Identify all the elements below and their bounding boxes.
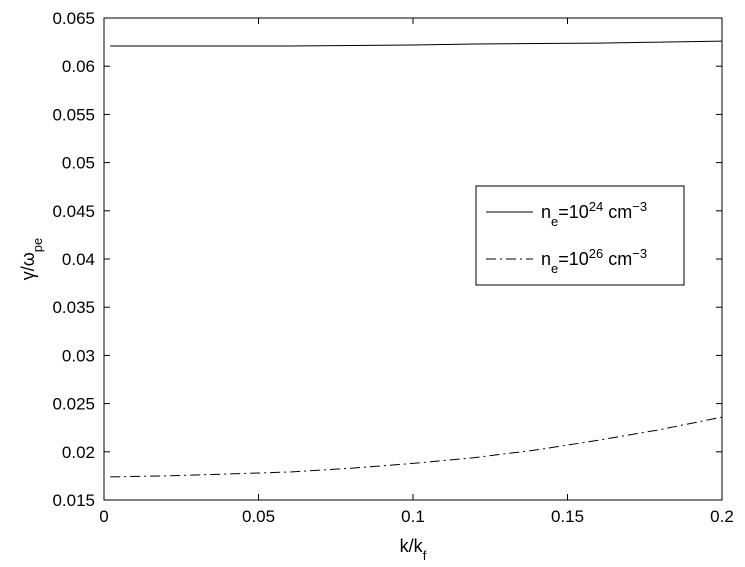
x-tick-label: 0.1 [401, 507, 425, 526]
legend-box [475, 185, 685, 286]
ticks: 0 0.05 0.1 0.15 0.2 0.015 0.02 0.025 0.03 0.035 0.… [52, 9, 733, 526]
y-tick-label: 0.02 [62, 443, 95, 462]
y-tick-label: 0.04 [62, 250, 95, 269]
y-axis-label: γ/ωpe [18, 238, 45, 281]
legend: ne=1024 cm−3 ne=1026 cm−3 [486, 199, 647, 276]
legend-label-1: ne=1024 cm−3 [541, 199, 647, 229]
x-tick-label: 0.2 [710, 507, 734, 526]
x-tick-label: 0.05 [242, 507, 275, 526]
x-tick-label: 0.15 [551, 507, 584, 526]
x-tick-label: 0 [99, 507, 108, 526]
legend-label-2: ne=1026 cm−3 [541, 246, 647, 276]
series-lines [110, 40, 723, 478]
x-axis-label: k/kf [400, 536, 427, 563]
y-tick-label: 0.06 [62, 57, 95, 76]
series-line-2 [110, 416, 723, 478]
y-tick-label: 0.05 [62, 154, 95, 173]
y-tick-label: 0.015 [52, 491, 95, 510]
y-tick-label: 0.065 [52, 9, 95, 28]
y-tick-label: 0.03 [62, 346, 95, 365]
series-line-1 [110, 40, 723, 47]
y-tick-label: 0.045 [52, 202, 95, 221]
y-tick-label: 0.055 [52, 105, 95, 124]
y-tick-label: 0.025 [52, 395, 95, 414]
y-tick-label: 0.035 [52, 298, 95, 317]
